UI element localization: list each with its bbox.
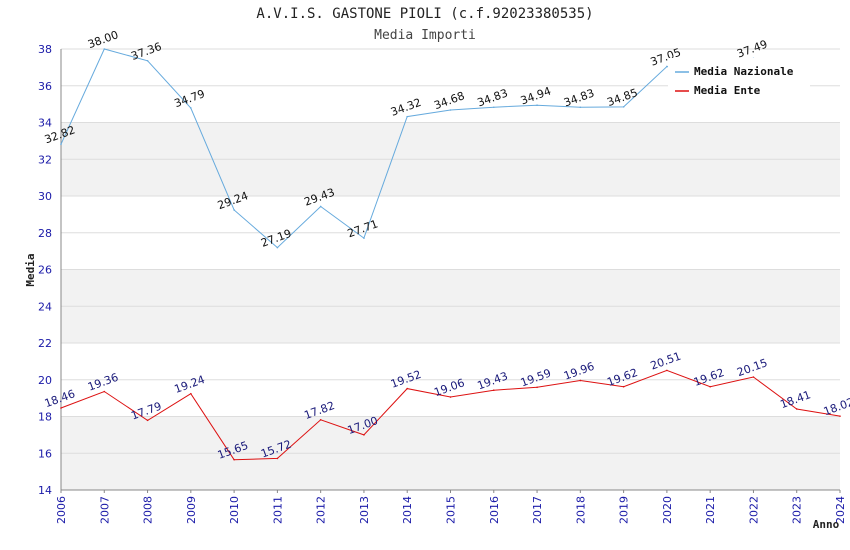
legend: Media Nazionale Media Ente — [668, 58, 810, 102]
x-axis-label: Anno — [813, 518, 840, 531]
y-axis-ticks: 14 16 18 20 22 24 26 28 30 32 34 36 38 — [38, 43, 52, 497]
data-point — [319, 419, 322, 421]
data-point — [319, 205, 322, 208]
legend-box — [668, 58, 810, 102]
y-tick-label: 36 — [38, 80, 52, 93]
x-tick-label: 2024 — [834, 496, 847, 524]
data-point — [363, 237, 365, 239]
data-point — [60, 407, 62, 409]
chart-subtitle: Media Importi — [374, 28, 476, 43]
y-axis-label: Media — [24, 253, 37, 286]
x-tick-label: 2008 — [142, 496, 155, 524]
data-point — [622, 106, 625, 108]
data-point — [579, 106, 582, 109]
data-point — [839, 415, 841, 417]
legend-label-media-ente: Media Ente — [694, 84, 761, 97]
data-point — [146, 419, 149, 422]
data-point — [406, 115, 409, 118]
x-tick-label: 2023 — [791, 496, 804, 524]
x-tick-label: 2021 — [704, 496, 717, 524]
x-tick-label: 2007 — [98, 496, 111, 524]
data-point — [276, 246, 279, 249]
data-point — [103, 390, 106, 393]
data-point — [622, 385, 625, 388]
data-point — [146, 59, 149, 62]
data-point — [752, 376, 755, 378]
legend-label-media-nazionale: Media Nazionale — [694, 65, 794, 78]
y-tick-label: 32 — [38, 153, 52, 166]
x-tick-label: 2006 — [55, 496, 68, 524]
data-point — [579, 379, 582, 382]
data-point — [492, 389, 495, 392]
y-tick-label: 28 — [38, 227, 52, 240]
y-tick-label: 34 — [38, 117, 52, 130]
x-tick-label: 2017 — [531, 496, 544, 524]
y-tick-label: 26 — [38, 264, 52, 277]
data-point — [709, 385, 711, 388]
data-point — [233, 209, 235, 211]
data-point — [449, 396, 452, 398]
data-point — [190, 392, 192, 395]
x-tick-label: 2022 — [747, 496, 760, 524]
data-point — [536, 386, 538, 389]
chart-title: A.V.I.S. GASTONE PIOLI (c.f.92023380535) — [256, 6, 593, 22]
data-point — [406, 387, 409, 390]
x-tick-label: 2016 — [488, 496, 501, 524]
series-layer — [60, 48, 841, 461]
data-point — [492, 106, 495, 109]
data-point — [795, 408, 798, 410]
data-point — [60, 143, 62, 145]
data-point — [449, 109, 452, 111]
data-point — [233, 458, 235, 461]
data-point — [666, 65, 668, 68]
y-tick-label: 16 — [38, 447, 52, 460]
data-point — [536, 104, 538, 107]
x-tick-label: 2020 — [661, 496, 674, 524]
data-point — [363, 434, 365, 436]
y-tick-label: 24 — [38, 300, 52, 313]
x-tick-label: 2010 — [228, 496, 241, 524]
data-point — [666, 369, 668, 372]
x-tick-label: 2013 — [358, 496, 371, 524]
y-tick-label: 38 — [38, 43, 52, 56]
y-tick-label: 30 — [38, 190, 52, 203]
x-tick-label: 2019 — [618, 496, 631, 524]
x-tick-label: 2014 — [401, 496, 414, 524]
data-label: 38.00 — [86, 28, 120, 51]
data-point — [190, 107, 192, 109]
y-tick-label: 18 — [38, 411, 52, 424]
y-tick-label: 20 — [38, 374, 52, 387]
x-axis-ticks: 2006 2007 2008 2009 2010 2011 2012 2013 2014 2015… — [55, 490, 847, 524]
data-point — [103, 48, 106, 50]
x-tick-label: 2012 — [315, 496, 328, 524]
x-tick-label: 2018 — [574, 496, 587, 524]
data-point — [276, 457, 279, 460]
y-tick-label: 14 — [38, 484, 52, 497]
x-tick-label: 2011 — [271, 496, 284, 524]
x-tick-label: 2009 — [185, 496, 198, 524]
y-tick-label: 22 — [38, 337, 52, 350]
x-tick-label: 2015 — [445, 496, 458, 524]
